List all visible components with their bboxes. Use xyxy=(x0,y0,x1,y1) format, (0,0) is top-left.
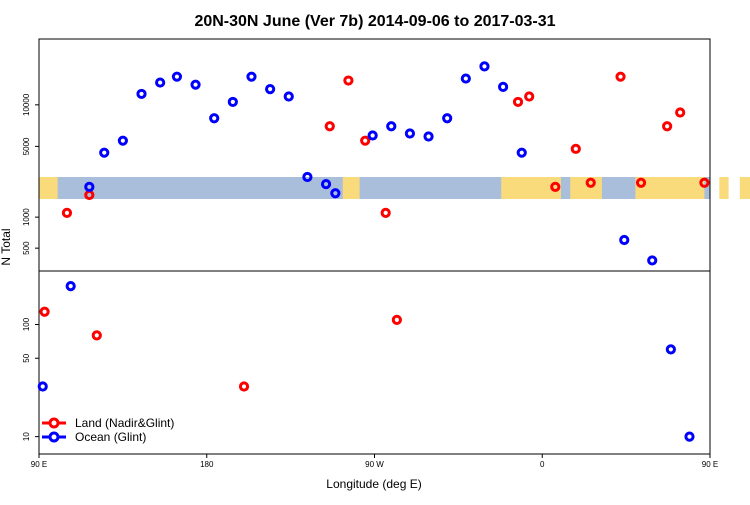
land-point xyxy=(360,135,371,146)
ocean-point xyxy=(117,135,128,146)
land-point xyxy=(343,75,354,86)
land-point xyxy=(39,306,50,317)
map-land xyxy=(719,177,729,199)
ocean-point xyxy=(498,81,509,92)
ocean-point xyxy=(171,71,183,82)
ocean-point xyxy=(265,84,276,95)
land-point xyxy=(550,181,561,192)
ocean-point xyxy=(37,381,48,392)
y-tick-label: 5000 xyxy=(22,137,31,155)
data-points xyxy=(37,61,710,442)
land-point xyxy=(238,381,250,392)
ocean-point xyxy=(209,113,220,124)
ocean-point xyxy=(330,188,341,199)
legend-ocean-marker xyxy=(48,431,60,443)
land-point xyxy=(380,207,391,218)
chart-title: 20N-30N June (Ver 7b) 2014-09-06 to 2017… xyxy=(194,13,555,30)
ocean-point xyxy=(665,344,676,355)
y-axis-label: N Total xyxy=(0,228,13,265)
land-point xyxy=(675,107,686,118)
x-tick-label: 0 xyxy=(540,460,545,469)
land-point xyxy=(570,143,581,154)
ocean-point xyxy=(65,281,76,292)
land-point xyxy=(585,177,596,188)
land-point xyxy=(91,330,102,341)
legend-land-label: Land (Nadir&Glint) xyxy=(75,416,174,430)
ocean-point xyxy=(155,77,166,88)
ocean-point xyxy=(136,88,147,100)
land-point xyxy=(635,177,647,188)
world-map-band xyxy=(39,177,750,199)
legend: Land (Nadir&Glint) Ocean (Glint) xyxy=(42,416,174,444)
y-axis: 10 50 100 500 1000 5000 10000 xyxy=(22,93,39,441)
x-axis-label: Longitude (deg E) xyxy=(326,477,421,491)
land-point xyxy=(512,96,524,108)
map-land xyxy=(739,177,750,199)
ocean-point xyxy=(442,113,453,124)
x-tick-label: 90 E xyxy=(31,460,47,469)
map-land xyxy=(570,177,602,199)
ocean-point xyxy=(684,431,695,442)
y-tick-label: 50 xyxy=(22,353,31,362)
y-tick-label: 500 xyxy=(22,241,31,255)
map-land xyxy=(342,177,360,199)
land-point xyxy=(615,71,626,82)
y-tick-label: 10000 xyxy=(22,93,31,116)
legend-ocean-label: Ocean (Glint) xyxy=(75,430,146,444)
land-point xyxy=(391,314,402,325)
ocean-point xyxy=(302,171,313,183)
x-tick-label: 90 E xyxy=(702,460,718,469)
ocean-point xyxy=(283,91,294,102)
land-point xyxy=(61,207,73,218)
ocean-point xyxy=(404,128,416,139)
land-point xyxy=(662,121,673,132)
map-land xyxy=(39,177,58,199)
ocean-point xyxy=(619,234,630,246)
ocean-point xyxy=(479,61,490,72)
plot-frame xyxy=(38,38,711,455)
x-tick-label: 180 xyxy=(200,460,214,469)
ocean-point xyxy=(386,121,397,132)
ocean-point xyxy=(99,147,110,158)
ocean-point xyxy=(460,73,471,84)
ocean-point xyxy=(647,255,658,266)
ocean-point xyxy=(227,96,238,108)
y-tick-label: 100 xyxy=(22,317,31,331)
x-tick-label: 90 W xyxy=(365,460,384,469)
map-ocean xyxy=(39,177,710,199)
land-point xyxy=(524,91,535,102)
x-axis: 90 E 180 90 W 0 90 E xyxy=(31,454,718,469)
land-point xyxy=(324,121,335,132)
ocean-point xyxy=(320,178,332,190)
land-point xyxy=(699,177,710,188)
y-tick-label: 10 xyxy=(22,432,31,441)
ocean-point xyxy=(246,71,257,82)
ocean-point xyxy=(516,147,527,158)
ocean-point xyxy=(84,181,95,192)
ocean-point xyxy=(423,131,434,142)
map-land xyxy=(635,177,705,199)
ocean-point xyxy=(190,79,201,90)
legend-land-marker xyxy=(48,417,60,429)
y-tick-label: 1000 xyxy=(22,208,31,226)
map-land xyxy=(501,177,561,199)
ocean-point xyxy=(367,130,378,141)
